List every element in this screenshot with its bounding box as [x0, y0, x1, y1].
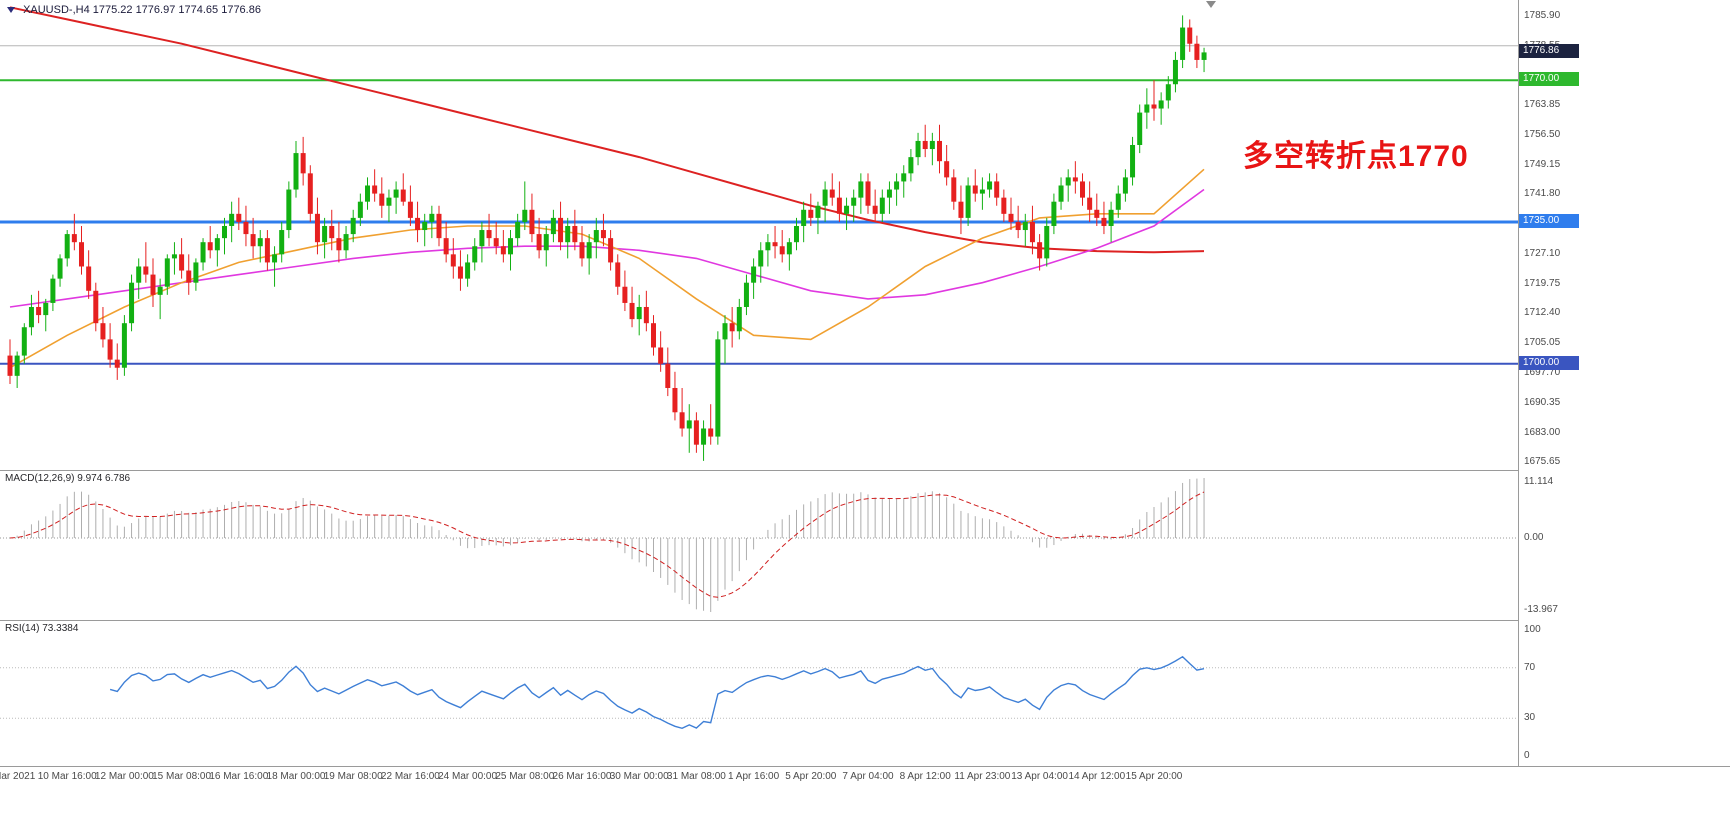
- rsi-panel[interactable]: [0, 620, 1518, 766]
- time-tick-label: 25 Mar 08:00: [495, 771, 555, 782]
- panel-separator[interactable]: [0, 470, 1730, 471]
- main-price-chart[interactable]: [0, 0, 1518, 470]
- panel-separator[interactable]: [0, 766, 1730, 767]
- macd-values: 9.974 6.786: [77, 473, 131, 484]
- price-tick-label: 1741.80: [1524, 188, 1561, 200]
- time-tick-label: 7 Apr 04:00: [842, 771, 894, 782]
- rsi-line: [109, 655, 1205, 730]
- price-tick-label: 1697.70: [1524, 367, 1561, 378]
- chart-shift-marker-icon[interactable]: [1206, 1, 1216, 8]
- macd-scale-max: 11.114: [1524, 476, 1554, 487]
- price-tick-label: 1763.85: [1524, 99, 1561, 111]
- macd-scale-zero: 0.00: [1524, 531, 1544, 543]
- price-tick-label: 1690.35: [1524, 396, 1561, 408]
- time-tick-label: 31 Mar 08:00: [666, 771, 726, 782]
- time-tick-label: 8 Apr 12:00: [899, 771, 951, 782]
- price-tick-label: 1705.05: [1524, 337, 1561, 349]
- time-tick-label: 16 Mar 16:00: [209, 771, 269, 782]
- price-tick-label: 1675.65: [1524, 456, 1561, 468]
- time-tick-label: 10 Mar 16:00: [37, 771, 97, 782]
- time-tick-label: 22 Mar 16:00: [380, 771, 440, 782]
- price-tick-label: 1727.10: [1524, 247, 1561, 259]
- rsi-scale-label: 0: [1524, 750, 1530, 761]
- price-badge-1776.86: 1776.86: [1519, 44, 1579, 59]
- macd-panel[interactable]: [0, 470, 1518, 620]
- macd-signal-line: [9, 491, 1205, 598]
- rsi-scale-label: 100: [1524, 624, 1541, 635]
- panel-separator[interactable]: [0, 620, 1730, 621]
- chart-title: XAUUSD-,H4 1775.22 1776.97 1774.65 1776.…: [7, 4, 261, 16]
- time-tick-label: 15 Mar 08:00: [152, 771, 212, 782]
- time-tick-label: 1 Apr 16:00: [728, 771, 780, 782]
- price-tick-label: 1719.75: [1524, 277, 1561, 289]
- symbol-timeframe: XAUUSD-,H4: [23, 4, 90, 16]
- time-tick-label: 9 Mar 2021: [0, 771, 36, 782]
- price-tick-label: 1712.40: [1524, 307, 1561, 319]
- time-tick-label: 30 Mar 00:00: [609, 771, 669, 782]
- macd-label: MACD(12,26,9): [5, 473, 75, 484]
- rsi-header: RSI(14) 73.3384: [5, 623, 78, 634]
- price-scale[interactable]: 11.114 0.00 -13.967 100703001785.901778.…: [1518, 0, 1730, 766]
- time-tick-label: 13 Apr 04:00: [1011, 771, 1068, 782]
- ma-slow-red: [9, 6, 1205, 254]
- macd-scale-min: -13.967: [1524, 604, 1558, 615]
- price-tick-label: 1756.50: [1524, 128, 1561, 140]
- macd-histogram: [16, 478, 1205, 612]
- price-badge-1770.00[interactable]: 1770.00: [1519, 72, 1579, 87]
- price-badge-1735.00[interactable]: 1735.00: [1519, 213, 1579, 228]
- time-tick-label: 12 Mar 00:00: [94, 771, 154, 782]
- time-tick-label: 18 Mar 00:00: [266, 771, 326, 782]
- time-tick-label: 11 Apr 23:00: [954, 771, 1011, 782]
- time-tick-label: 15 Apr 20:00: [1125, 771, 1183, 782]
- time-tick-label: 5 Apr 20:00: [785, 771, 837, 782]
- annotation-text[interactable]: 多空转折点1770: [1243, 140, 1469, 173]
- rsi-scale-label: 70: [1524, 661, 1536, 673]
- time-tick-label: 24 Mar 00:00: [438, 771, 498, 782]
- ohlc-values: 1775.22 1776.97 1774.65 1776.86: [92, 4, 261, 16]
- symbol-marker-icon: [7, 7, 15, 13]
- price-tick-label: 1749.15: [1524, 158, 1561, 170]
- candles[interactable]: [7, 15, 1207, 461]
- time-tick-label: 26 Mar 16:00: [552, 771, 612, 782]
- price-tick-label: 1683.00: [1524, 426, 1561, 438]
- price-badge-1700.00[interactable]: 1700.00: [1519, 355, 1579, 370]
- rsi-scale-label: 30: [1524, 712, 1536, 724]
- time-tick-label: 14 Apr 12:00: [1068, 771, 1126, 782]
- macd-header: MACD(12,26,9) 9.974 6.786: [5, 473, 130, 484]
- rsi-value: 73.3384: [42, 623, 79, 634]
- price-tick-label: 1785.90: [1524, 9, 1561, 21]
- rsi-label: RSI(14): [5, 623, 40, 634]
- time-tick-label: 19 Mar 08:00: [323, 771, 383, 782]
